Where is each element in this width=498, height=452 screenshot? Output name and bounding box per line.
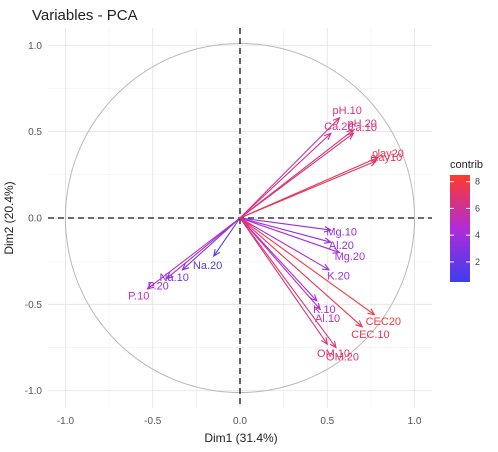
legend-color-bar — [450, 175, 470, 282]
arrow-shaft — [239, 160, 377, 219]
legend-title: contrib — [450, 159, 483, 171]
variable-label: K.20 — [327, 270, 350, 282]
arrow-shaft — [239, 217, 363, 328]
arrow-head — [323, 225, 333, 233]
arrow-shaft — [239, 217, 375, 316]
arrow-shaft — [239, 217, 321, 310]
variable-arrow — [181, 217, 241, 271]
arrow-shaft — [182, 217, 241, 271]
contrib-legend: contrib 8 6 4 2 — [450, 159, 483, 282]
variable-label: Mg.10 — [326, 227, 357, 239]
variable-label: K.10 — [313, 304, 336, 316]
arrow-shaft — [239, 132, 332, 219]
arrow-shaft — [213, 217, 241, 257]
arrow-shaft — [239, 217, 331, 243]
variable-arrow — [239, 217, 331, 271]
variable-arrow — [239, 217, 376, 316]
arrow-head — [213, 249, 221, 258]
arrow-head — [165, 271, 174, 280]
y-tick-label: -1.0 — [25, 386, 43, 397]
variable-label: Na.20 — [193, 260, 222, 272]
variable-arrow — [239, 217, 333, 233]
variable-arrow — [146, 217, 241, 290]
arrow-head — [321, 337, 329, 346]
variable-arrow — [213, 217, 241, 258]
arrow-head — [323, 237, 333, 244]
legend-tick-label: 6 — [475, 203, 480, 213]
arrow-head — [313, 302, 322, 311]
arrow-head — [310, 294, 318, 302]
arrow-shaft — [239, 217, 331, 231]
y-tick-label: 0.0 — [28, 214, 42, 225]
variable-arrow — [239, 217, 333, 244]
variable-label: Al.10 — [315, 313, 340, 325]
variable-arrows — [146, 116, 380, 349]
arrow-head — [332, 247, 341, 254]
variable-arrow — [239, 217, 364, 328]
arrow-shaft — [239, 117, 340, 219]
arrow-shaft — [239, 217, 328, 345]
arrow-head — [181, 263, 190, 271]
arrow-shaft — [239, 217, 330, 271]
variable-label: P.20 — [148, 280, 169, 292]
x-axis-ticks: -1.0 -0.5 0.0 0.5 1.0 — [57, 416, 422, 427]
x-tick-label: -0.5 — [144, 416, 162, 427]
y-tick-label: 1.0 — [28, 41, 42, 52]
variable-label: Al.20 — [329, 240, 354, 252]
variable-arrow — [239, 217, 341, 254]
x-tick-label: 1.0 — [408, 416, 422, 427]
x-tick-label: 0.0 — [233, 416, 247, 427]
arrow-head — [329, 340, 337, 349]
arrow-shaft — [239, 217, 340, 254]
arrow-head — [369, 160, 378, 167]
variable-label: CEC.10 — [351, 329, 390, 341]
variable-arrow — [239, 160, 378, 219]
x-tick-label: -1.0 — [57, 416, 75, 427]
variable-arrow — [239, 217, 322, 311]
variable-label: Mg.20 — [335, 251, 366, 263]
legend-ticks: 8 6 4 2 — [450, 177, 480, 267]
arrow-head — [367, 308, 376, 316]
chart-title: Variables - PCA — [32, 7, 138, 24]
arrow-shaft — [239, 217, 337, 348]
arrow-head — [346, 132, 355, 140]
arrow-head — [323, 132, 332, 141]
y-axis-title: Dim2 (20.4%) — [2, 181, 16, 254]
arrow-shaft — [239, 132, 354, 219]
arrow-head — [332, 116, 341, 125]
variable-labels: pH.10pH.20Ca.20Ca.10clay20clay10Mg.10Al.… — [128, 105, 404, 363]
arrow-head — [146, 282, 155, 290]
variable-arrow — [239, 132, 355, 219]
arrow-head — [321, 263, 331, 271]
arrow-head — [355, 320, 364, 328]
x-tick-label: 0.5 — [320, 416, 334, 427]
y-tick-label: 0.5 — [28, 127, 42, 138]
variable-label: Na.10 — [160, 272, 189, 284]
variable-arrow — [239, 217, 329, 346]
arrow-shaft — [166, 217, 241, 279]
legend-tick-label: 8 — [475, 177, 480, 187]
variable-label: pH.20 — [347, 118, 376, 130]
variable-label: clay20 — [372, 148, 404, 160]
variable-label: clay10 — [370, 152, 402, 164]
y-axis-ticks: 1.0 0.5 0.0 -0.5 -1.0 — [25, 41, 43, 397]
legend-tick-label: 2 — [475, 257, 480, 267]
arrow-shaft — [147, 217, 241, 290]
variable-label: OM.20 — [326, 351, 359, 363]
variable-label: pH.10 — [333, 105, 362, 117]
variable-arrow — [165, 217, 241, 280]
variable-arrow — [239, 116, 341, 219]
x-axis-title: Dim1 (31.4%) — [204, 431, 277, 445]
variable-label: P.10 — [128, 291, 149, 303]
variable-label: OM.10 — [317, 348, 350, 360]
y-tick-label: -0.5 — [25, 300, 43, 311]
variable-label: Ca.10 — [348, 122, 377, 134]
variable-arrow — [239, 217, 337, 349]
variable-arrow — [239, 132, 332, 219]
variable-label: Ca.20 — [324, 121, 353, 133]
legend-tick-label: 4 — [475, 230, 480, 240]
variable-label: CEC20 — [366, 316, 401, 328]
